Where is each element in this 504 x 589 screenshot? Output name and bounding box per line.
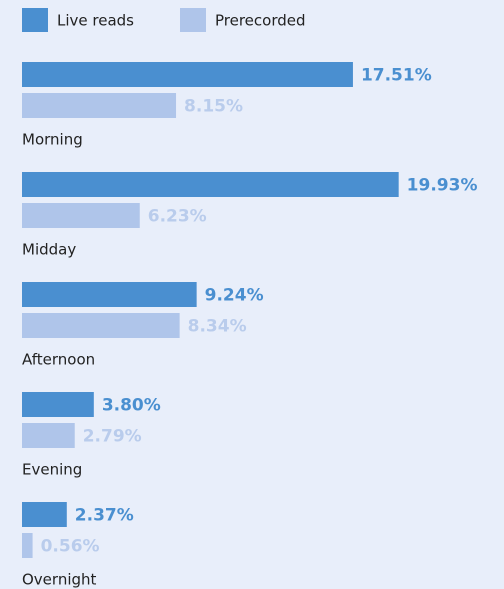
legend-swatch: [22, 8, 48, 32]
legend-label: Live reads: [57, 12, 134, 30]
bar: [22, 93, 177, 118]
category-label: Afternoon: [22, 351, 95, 369]
value-label: 9.24%: [205, 286, 264, 306]
value-label: 8.15%: [184, 97, 243, 117]
value-label: 17.51%: [361, 66, 432, 86]
bar: [22, 502, 67, 527]
value-label: 19.93%: [407, 176, 478, 196]
bar: [22, 533, 33, 558]
value-label: 2.79%: [83, 427, 142, 447]
category-label: Overnight: [22, 571, 97, 589]
bar: [22, 313, 180, 338]
bar: [22, 282, 197, 307]
value-label: 0.56%: [41, 537, 100, 557]
bar: [22, 62, 353, 87]
bar: [22, 423, 75, 448]
value-label: 3.80%: [102, 396, 161, 416]
category-label: Morning: [22, 131, 83, 149]
value-label: 2.37%: [75, 506, 134, 526]
legend-label: Prerecorded: [215, 12, 306, 30]
value-label: 8.34%: [188, 317, 247, 337]
value-label: 6.23%: [148, 207, 207, 227]
legend-swatch: [180, 8, 206, 32]
bar: [22, 392, 94, 417]
bar: [22, 172, 399, 197]
bar: [22, 203, 140, 228]
category-label: Evening: [22, 461, 82, 479]
category-label: Midday: [22, 241, 76, 259]
